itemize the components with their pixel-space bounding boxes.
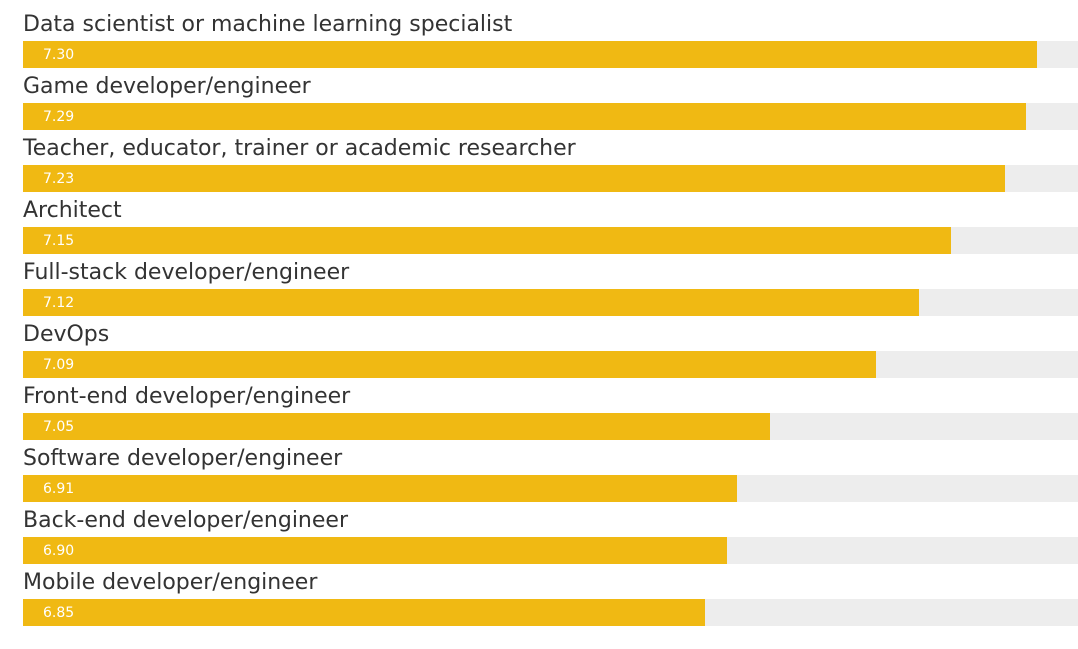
bar-track: 6.85	[23, 599, 1078, 626]
category-label: Back-end developer/engineer	[23, 508, 348, 533]
bar-track: 7.05	[23, 413, 1078, 440]
value-label: 7.09	[43, 357, 75, 373]
bar-row: DevOps 7.09	[23, 320, 1078, 382]
value-label: 7.05	[43, 419, 75, 435]
value-label: 7.30	[43, 47, 75, 63]
bar-row: Full-stack developer/engineer 7.12	[23, 258, 1078, 320]
value-label: 6.91	[43, 481, 75, 497]
bar-track: 7.30	[23, 41, 1078, 68]
bar: 6.90	[23, 537, 727, 564]
bar-track: 7.09	[23, 351, 1078, 378]
bar-row: Architect 7.15	[23, 196, 1078, 258]
bar: 7.05	[23, 413, 770, 440]
category-label: Software developer/engineer	[23, 446, 343, 471]
category-label: Architect	[23, 198, 122, 223]
category-label: Mobile developer/engineer	[23, 570, 318, 595]
value-label: 6.90	[43, 543, 75, 559]
bar-row: Data scientist or machine learning speci…	[23, 10, 1078, 72]
category-label: Game developer/engineer	[23, 74, 311, 99]
value-label: 7.29	[43, 109, 75, 125]
category-label: DevOps	[23, 322, 110, 347]
bar: 6.91	[23, 475, 737, 502]
bar-track: 7.15	[23, 227, 1078, 254]
bar-row: Mobile developer/engineer 6.85	[23, 568, 1078, 630]
bar-chart: Data scientist or machine learning speci…	[23, 10, 1078, 630]
bar: 7.09	[23, 351, 876, 378]
bar-track: 6.91	[23, 475, 1078, 502]
bar: 7.12	[23, 289, 919, 316]
bar-row: Game developer/engineer 7.29	[23, 72, 1078, 134]
category-label: Data scientist or machine learning speci…	[23, 12, 513, 37]
category-label: Full-stack developer/engineer	[23, 260, 350, 285]
bar-row: Front-end developer/engineer 7.05	[23, 382, 1078, 444]
bar: 7.29	[23, 103, 1026, 130]
bar-row: Teacher, educator, trainer or academic r…	[23, 134, 1078, 196]
category-label: Teacher, educator, trainer or academic r…	[23, 136, 576, 161]
category-label: Front-end developer/engineer	[23, 384, 351, 409]
bar: 7.15	[23, 227, 951, 254]
bar-track: 7.12	[23, 289, 1078, 316]
bar-row: Back-end developer/engineer 6.90	[23, 506, 1078, 568]
value-label: 7.15	[43, 233, 75, 249]
value-label: 7.12	[43, 295, 75, 311]
bar-track: 6.90	[23, 537, 1078, 564]
bar-track: 7.23	[23, 165, 1078, 192]
value-label: 7.23	[43, 171, 75, 187]
bar: 7.30	[23, 41, 1037, 68]
value-label: 6.85	[43, 605, 75, 621]
bar-row: Software developer/engineer 6.91	[23, 444, 1078, 506]
bar-track: 7.29	[23, 103, 1078, 130]
bar: 6.85	[23, 599, 705, 626]
bar: 7.23	[23, 165, 1005, 192]
